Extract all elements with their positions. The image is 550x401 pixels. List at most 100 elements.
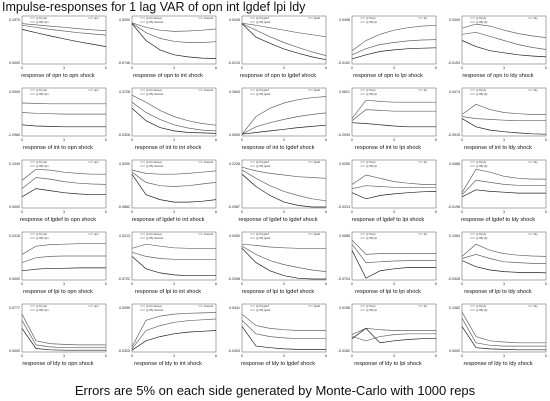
legend-label: (p 5) interest (146, 160, 162, 164)
x-tick-label: 0 (461, 138, 463, 142)
y-max-label: 0.1082 (449, 306, 460, 310)
legend-label: (p 5) lgdef (256, 232, 269, 236)
plot-frame (241, 303, 327, 353)
x-tick-label: 3 (283, 210, 285, 214)
plot-frame (241, 159, 327, 209)
x-tick-label: 6 (105, 354, 107, 358)
y-max-label: 0.1970 (9, 18, 20, 22)
legend-label: (p 95) lpi (366, 20, 377, 24)
legend-label: (p 5) lgdef (256, 304, 269, 308)
y-max-label: 0.0250 (339, 162, 350, 166)
irf-panel: 0.0045 -0.0210 (p 5) lgdef(p 95) lgdef lgde… (228, 15, 327, 79)
legend-label: (p 95) lgdef (256, 236, 270, 240)
x-tick-label: 3 (283, 66, 285, 70)
series-line (461, 311, 546, 344)
series-line (21, 243, 106, 255)
series-line (241, 96, 327, 135)
legend-label: (p 95) opn (36, 236, 49, 240)
panel-title: response of lpi to int shock (135, 289, 201, 295)
series-line (461, 326, 546, 351)
series-line (21, 112, 106, 115)
y-max-label: 0.0000 (9, 90, 20, 94)
x-tick-label: 3 (63, 66, 65, 70)
series-line (21, 320, 106, 349)
series-line (241, 320, 326, 340)
x-tick-label: 6 (325, 210, 327, 214)
y-min-label: -0.0387 (228, 205, 240, 209)
irf-panel: 0.2226 -0.0387 (p 5) lgdef(p 95) lgdef lgde… (228, 159, 327, 223)
irf-panel: 0.0486 -0.0198 (p 5) ldy(p 95) ldy ldy 0 3 6 re… (448, 159, 547, 223)
legend-label: interest (204, 232, 213, 236)
panel-title: response of opn to lgdef shock (240, 73, 316, 79)
y-min-label: -0.0325 (118, 349, 130, 353)
series-line (461, 179, 546, 195)
plot-frame (461, 159, 547, 209)
x-tick-label: 0 (351, 66, 353, 70)
legend-label: (p 95) lgdef (256, 20, 270, 24)
y-max-label: 0.2840 (229, 90, 240, 94)
irf-panel: 0.4474 -0.3915 (p 5) ldy(p 95) ldy ldy 0 3 6 re… (448, 87, 547, 151)
legend-label: interest (204, 304, 213, 308)
y-max-label: 0.0441 (229, 306, 240, 310)
legend-label: (p 5) lpi (366, 16, 376, 20)
x-tick-label: 6 (545, 66, 547, 70)
x-tick-label: 0 (131, 66, 133, 70)
series-line (131, 101, 217, 132)
irf-panel: 0.0441 -0.0403 (p 5) lgdef(p 95) lgdef lgde… (228, 303, 327, 367)
panel-title: response of lgdef to lgdef shock (239, 217, 318, 223)
series-line (461, 31, 547, 50)
legend-label: ldy (534, 304, 538, 308)
irf-panel: 0.0250 -0.0313 (p 5) lpi(p 95) lpi lpi 0 3 6 re… (338, 159, 437, 223)
panel-title: response of opn to int shock (133, 73, 203, 79)
plot-frame (351, 87, 437, 137)
x-tick-label: 0 (131, 354, 133, 358)
panel-title: response of int to opn shock (23, 145, 93, 151)
legend-label: opn (94, 88, 99, 92)
x-tick-label: 0 (21, 282, 23, 286)
irf-panel: 0.0300 -0.0153 (p 5) ldy(p 95) ldy ldy 0 3 6 re… (448, 15, 547, 79)
y-min-label: -0.0313 (338, 205, 350, 209)
footer-note: Errors are 5% on each side generated by … (74, 383, 476, 398)
legend-label: (p 5) interest (146, 16, 162, 20)
y-min-label: -0.2930 (338, 133, 350, 137)
y-min-label: -0.0403 (228, 349, 240, 353)
panel-title: response of opn to ldy shock (462, 73, 533, 79)
legend-label: (p 5) ldy (476, 88, 487, 92)
series-line (131, 312, 217, 348)
series-line (241, 173, 326, 208)
legend-label: (p 95) lpi (366, 236, 377, 240)
x-tick-label: 0 (351, 210, 353, 214)
x-tick-label: 6 (435, 66, 437, 70)
x-tick-label: 3 (63, 282, 65, 286)
series-line (21, 255, 106, 263)
irf-panel: 0.0450 -0.2098 (p 5) lgdef(p 95) lgdef lgde… (228, 231, 327, 295)
series-line (241, 23, 327, 61)
legend-label: (p 5) lgdef (256, 160, 269, 164)
x-tick-label: 3 (283, 354, 285, 358)
x-tick-label: 3 (503, 282, 505, 286)
series-line (241, 169, 327, 202)
x-tick-label: 3 (393, 66, 395, 70)
x-tick-label: 0 (21, 138, 23, 142)
legend-label: lpi (424, 160, 427, 164)
y-min-label: -1.2960 (8, 133, 20, 137)
x-tick-label: 6 (435, 138, 437, 142)
legend-label: (p 95) lpi (366, 92, 377, 96)
series-line (351, 109, 436, 121)
plot-frame (461, 15, 547, 65)
irf-panel: 0.1082 0.0000 (p 5) ldy(p 95) ldy ldy 0 3 6 res… (449, 303, 547, 367)
x-tick-label: 3 (393, 210, 395, 214)
series-line (461, 254, 546, 264)
series-line (241, 22, 327, 38)
x-tick-label: 0 (461, 354, 463, 358)
y-max-label: 0.0000 (119, 162, 130, 166)
series-line (131, 22, 217, 32)
x-tick-label: 6 (435, 210, 437, 214)
plot-frame (241, 87, 327, 137)
legend-label: opn (94, 160, 99, 164)
legend-label: (p 95) lpi (366, 308, 377, 312)
x-tick-label: 3 (393, 354, 395, 358)
x-tick-label: 0 (131, 138, 133, 142)
panel-title: response of int to ldy shock (464, 145, 532, 151)
y-min-label: 0.0000 (9, 349, 20, 353)
